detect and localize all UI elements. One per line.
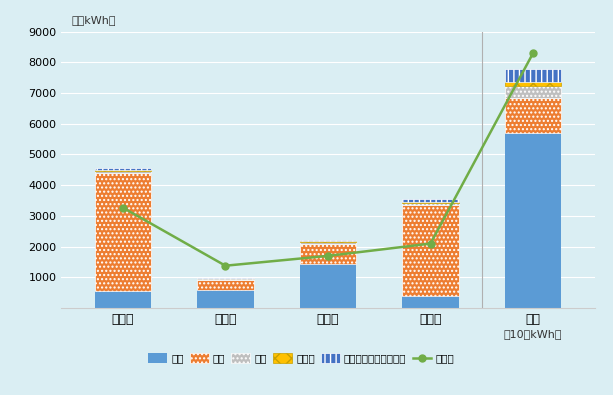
Bar <box>505 133 562 308</box>
Bar <box>197 290 254 308</box>
Bar <box>402 205 459 296</box>
Bar <box>300 240 356 241</box>
Line: 消費量: 消費量 <box>120 50 536 269</box>
Bar <box>94 173 151 291</box>
Bar <box>402 199 459 202</box>
Bar <box>94 291 151 308</box>
Bar <box>197 279 254 280</box>
Text: （億kWh）: （億kWh） <box>72 15 116 25</box>
Bar <box>402 202 459 203</box>
Bar <box>300 241 356 242</box>
Bar <box>505 86 562 98</box>
Bar <box>402 296 459 308</box>
消費量 <box>530 51 537 55</box>
消費量 <box>324 254 332 258</box>
Text: （10億kWh）: （10億kWh） <box>504 329 562 339</box>
Bar <box>300 265 356 308</box>
Bar <box>402 203 459 205</box>
Bar <box>505 69 562 82</box>
Bar <box>94 168 151 170</box>
Bar <box>505 82 562 86</box>
Legend: 火力, 水力, 風力, 太陽光, その他（原子力など）, 消費量: 火力, 水力, 風力, 太陽光, その他（原子力など）, 消費量 <box>144 349 459 368</box>
Bar <box>300 242 356 244</box>
Bar <box>94 170 151 171</box>
Bar <box>300 244 356 265</box>
消費量 <box>222 263 229 268</box>
Bar <box>94 171 151 173</box>
Bar <box>505 98 562 133</box>
消費量 <box>427 241 434 246</box>
消費量 <box>119 205 126 210</box>
Bar <box>197 280 254 290</box>
